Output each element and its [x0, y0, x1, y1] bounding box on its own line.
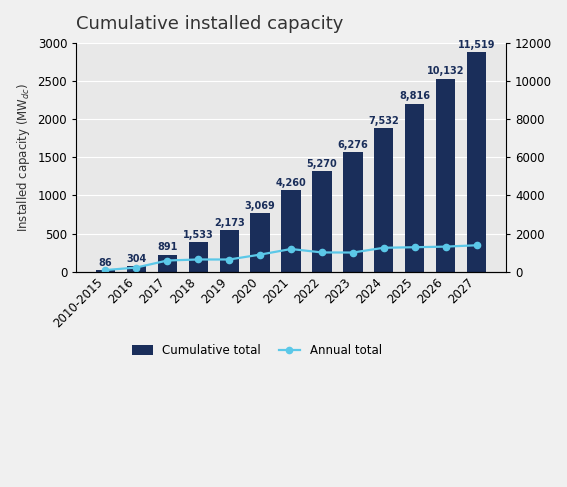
- Text: 7,532: 7,532: [369, 116, 399, 126]
- Text: 11,519: 11,519: [458, 40, 496, 50]
- Text: 891: 891: [157, 243, 177, 252]
- Text: 6,276: 6,276: [337, 140, 369, 150]
- Text: 1,533: 1,533: [183, 230, 214, 240]
- Bar: [158, 255, 177, 272]
- Y-axis label: Installed capacity (MW$_{dc}$): Installed capacity (MW$_{dc}$): [15, 83, 32, 232]
- Bar: [251, 213, 270, 272]
- Bar: [405, 104, 425, 272]
- Text: 4,260: 4,260: [276, 178, 306, 188]
- Text: 86: 86: [99, 258, 112, 268]
- Text: 5,270: 5,270: [307, 159, 337, 169]
- Text: 2,173: 2,173: [214, 218, 244, 228]
- Text: 8,816: 8,816: [399, 92, 430, 101]
- Bar: [189, 243, 208, 272]
- Bar: [126, 266, 146, 272]
- Bar: [374, 128, 393, 272]
- Bar: [467, 52, 486, 272]
- Bar: [344, 152, 362, 272]
- Text: 10,132: 10,132: [427, 66, 464, 76]
- Text: 3,069: 3,069: [245, 201, 276, 211]
- Text: Cumulative installed capacity: Cumulative installed capacity: [76, 15, 344, 33]
- Bar: [96, 270, 115, 272]
- Bar: [312, 171, 332, 272]
- Legend: Cumulative total, Annual total: Cumulative total, Annual total: [127, 339, 386, 362]
- Bar: [219, 230, 239, 272]
- Bar: [281, 190, 301, 272]
- Text: 304: 304: [126, 254, 146, 263]
- Bar: [436, 78, 455, 272]
